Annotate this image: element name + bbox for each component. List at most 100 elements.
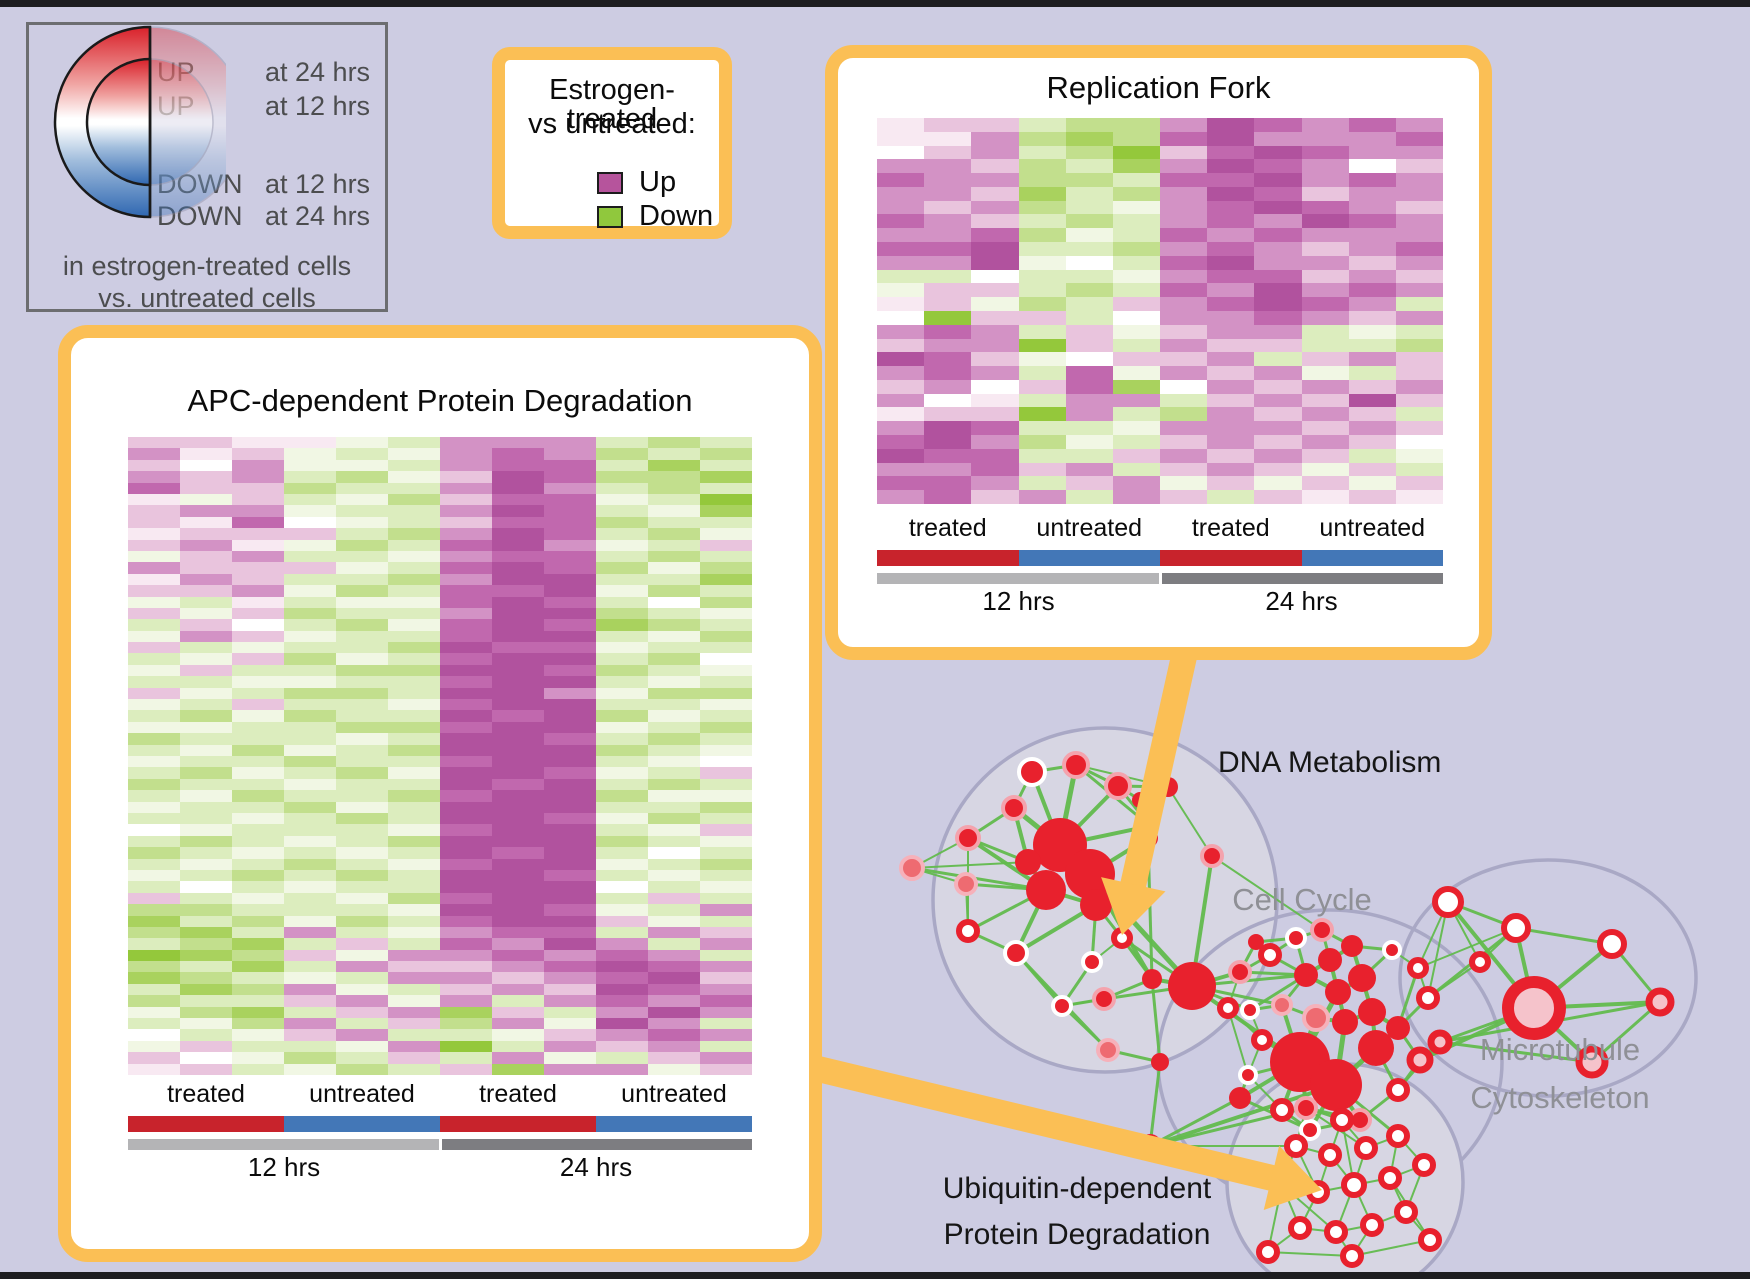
heatmap-cell [544, 1052, 596, 1064]
heatmap-cell [596, 824, 648, 836]
heatmap-cell [440, 493, 492, 506]
heatmap-cell [492, 790, 544, 802]
heatmap-cell [180, 619, 232, 631]
heatmap-cell [284, 961, 336, 973]
heatmap-cell [284, 972, 336, 984]
heatmap-cell [232, 619, 284, 631]
heatmap-cell [388, 869, 440, 882]
heatmap-cell [336, 915, 388, 927]
heatmap-cell [440, 721, 492, 734]
gene-node [1228, 960, 1252, 984]
gene-node [1416, 986, 1440, 1010]
heatmap-cell [1395, 186, 1443, 201]
gene-node [1394, 1200, 1418, 1224]
heatmap-cell [648, 437, 700, 449]
heatmap-cell [700, 448, 752, 460]
heatmap-cell [700, 505, 752, 517]
heatmap-cell [648, 972, 700, 984]
heatmap-cell [971, 462, 1019, 477]
heatmap-cell [1018, 324, 1066, 339]
heatmap-cell [700, 1006, 752, 1019]
heatmap-cell [1254, 200, 1302, 215]
gene-node [899, 855, 925, 881]
heatmap-cell [596, 664, 648, 677]
heatmap-cell [1207, 269, 1255, 284]
gene-node [1406, 1046, 1434, 1074]
heatmap-cell [700, 995, 752, 1007]
heatmap-cell [596, 835, 648, 848]
heatmap-cell [1018, 393, 1066, 408]
heatmap-cell [388, 1063, 440, 1075]
heatmap-cell [596, 528, 648, 540]
updown-gradient-circles-icon [53, 25, 226, 219]
heatmap-cell [336, 869, 388, 882]
heatmap-cell [1112, 159, 1160, 174]
heatmap-cell [648, 585, 700, 597]
heatmap-cell [1254, 118, 1302, 132]
heatmap-cell [596, 869, 648, 882]
heatmap-cell [492, 550, 544, 563]
heatmap-cell [388, 904, 440, 916]
heatmap-cell [128, 1018, 180, 1030]
heatmap-cell [284, 710, 336, 722]
heatmap-cell [180, 926, 232, 939]
gene-node [1229, 1087, 1251, 1109]
heatmap-cell [1348, 490, 1396, 504]
heatmap-cell [128, 801, 180, 813]
gene-node [1407, 957, 1429, 979]
heatmap-cell [1065, 214, 1113, 229]
heatmap-cell [648, 767, 700, 779]
heatmap-cell [180, 596, 232, 608]
heatmap-cell [388, 1029, 440, 1041]
heatmap-cell [544, 448, 596, 460]
heatmap-cell [1207, 379, 1255, 394]
heatmap-cell [180, 437, 232, 449]
heatmap-cell [544, 528, 596, 540]
heatmap-cell [700, 539, 752, 551]
gene-node [1502, 976, 1566, 1040]
heatmap-cell [388, 733, 440, 745]
heatmap-cell [232, 687, 284, 700]
heatmap-cell [232, 562, 284, 574]
heatmap-cell [388, 653, 440, 665]
heatmap-cell [128, 767, 180, 779]
heatmap-cell [180, 1063, 232, 1075]
heatmap-cell [232, 801, 284, 813]
heatmap-cell [1207, 324, 1255, 339]
heatmap-cell [700, 915, 752, 927]
heatmap-cell [492, 824, 544, 836]
heatmap-cell [1018, 338, 1066, 353]
heatmap-cell [336, 550, 388, 563]
heatmap-cell [388, 1052, 440, 1064]
heatmap-cell [492, 528, 544, 540]
heatmap-cell [232, 1052, 284, 1064]
heatmap-cell [700, 881, 752, 893]
heatmap-cell [284, 687, 336, 700]
heatmap-cell [336, 562, 388, 574]
gene-node [1051, 995, 1073, 1017]
heatmap-cell [232, 448, 284, 460]
heatmap-cell [1395, 407, 1443, 422]
heatmap-cell [180, 983, 232, 996]
gene-node [1026, 870, 1066, 910]
heatmap-cell [924, 173, 972, 187]
heatmap-cell [971, 131, 1019, 146]
heatmap-cell [1160, 366, 1208, 380]
heatmap-cell [877, 435, 925, 449]
heatmap-cell [284, 664, 336, 677]
heatmap-cell [440, 1018, 492, 1030]
heatmap-cell [388, 1040, 440, 1053]
heatmap-cell [388, 459, 440, 472]
heatmap-cell [924, 448, 972, 463]
heatmap-cell [440, 1029, 492, 1041]
heatmap-cell [128, 812, 180, 825]
heatmap-cell [180, 972, 232, 984]
heatmap-cell [544, 721, 596, 734]
replication-fork-heatmap [877, 118, 1443, 504]
heatmap-cell [1301, 379, 1349, 394]
heatmap-cell [1301, 255, 1349, 270]
heatmap-cell [232, 744, 284, 756]
heatmap-cell [440, 607, 492, 620]
heatmap-cell [1112, 297, 1160, 311]
